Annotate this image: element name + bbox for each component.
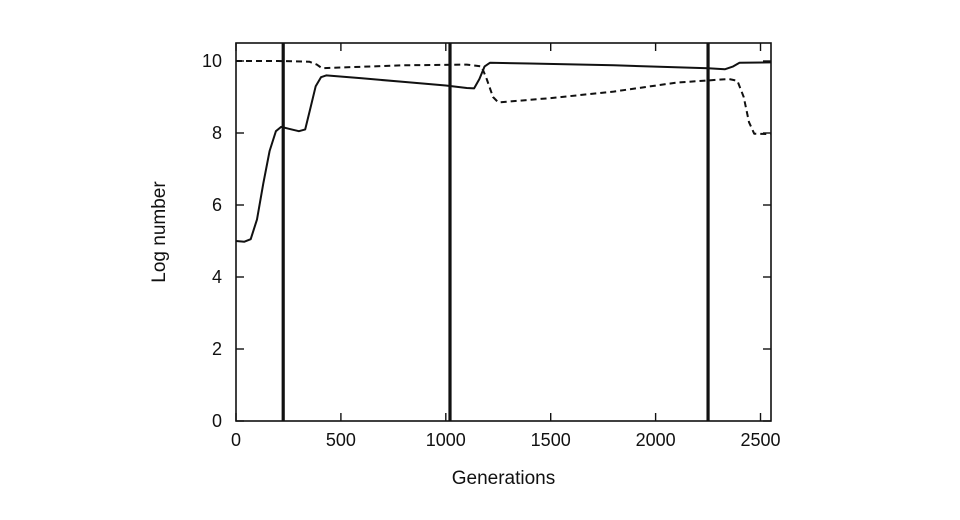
y-axis: 0 2 4 6 8 10 [202,51,771,431]
x-axis: 0 500 1000 1500 2000 2500 [231,43,781,450]
plot-frame [235,42,772,422]
x-axis-label: Generations [452,468,556,489]
series-line-2-dashed [236,60,772,136]
x-tick-label: 2000 [636,430,676,450]
y-tick-label: 0 [212,411,222,431]
y-axis-label: Log number [149,181,170,283]
x-tick-label: 1000 [426,430,466,450]
series-line-1-solid [235,61,772,243]
y-tick-label: 8 [212,123,222,143]
y-tick-label: 6 [212,195,222,215]
y-tick-label: 4 [212,267,222,287]
x-tick-label: 500 [326,430,356,450]
plot-lines [235,60,772,243]
vertical-markers [281,43,710,421]
x-tick-label: 0 [231,430,241,450]
y-tick-label: 2 [212,339,222,359]
x-tick-label: 1500 [531,430,571,450]
x-tick-label: 2500 [740,430,780,450]
y-tick-label: 10 [202,51,222,71]
